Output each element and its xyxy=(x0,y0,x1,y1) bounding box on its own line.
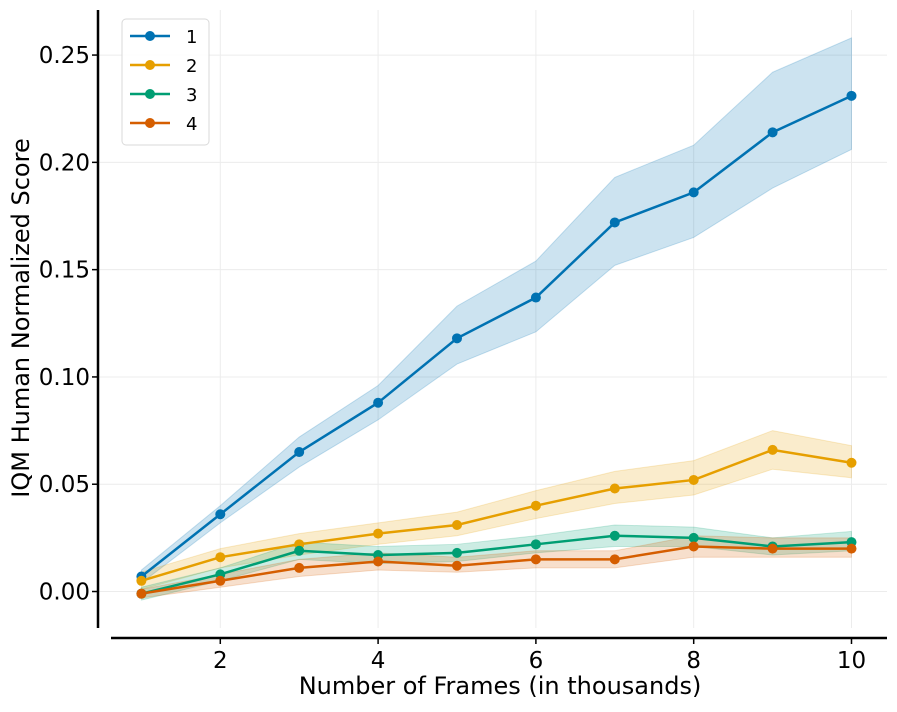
axes xyxy=(92,10,887,644)
point-series-1 xyxy=(767,127,778,138)
series-points xyxy=(136,90,857,599)
point-series-4 xyxy=(609,554,620,565)
legend-item-4: 4 xyxy=(130,114,197,135)
x-tick-label: 4 xyxy=(371,648,386,674)
point-series-1 xyxy=(215,509,226,520)
y-tick-label: 0.05 xyxy=(39,472,90,498)
y-tick-label: 0.20 xyxy=(39,150,90,176)
point-series-1 xyxy=(688,187,699,198)
y-tick-label: 0.15 xyxy=(39,258,90,284)
legend-marker xyxy=(145,118,155,128)
legend-item-2: 2 xyxy=(130,56,197,77)
point-series-2 xyxy=(136,575,147,586)
point-series-1 xyxy=(373,397,384,408)
point-series-1 xyxy=(609,217,620,228)
legend-label: 1 xyxy=(186,27,197,48)
point-series-2 xyxy=(767,444,778,455)
legend-label: 2 xyxy=(186,56,197,77)
series-lines xyxy=(140,94,853,595)
x-axis-label: Number of Frames (in thousands) xyxy=(299,672,702,700)
point-series-3 xyxy=(294,545,305,556)
y-axis-label: IQM Human Normalized Score xyxy=(7,138,35,497)
tick-labels: 2 4 6 8 10 0.00 0.05 0.10 0.15 0.20 0.25 xyxy=(39,43,866,674)
band-series-1 xyxy=(140,37,852,584)
line-series-3 xyxy=(141,534,852,595)
legend-box xyxy=(121,18,210,146)
line-series-4 xyxy=(141,545,852,595)
legend-label: 3 xyxy=(186,85,197,106)
point-series-2 xyxy=(215,552,226,563)
legend-item-3: 3 xyxy=(130,85,197,106)
legend-marker xyxy=(145,89,155,99)
point-series-4 xyxy=(136,588,147,599)
point-series-3 xyxy=(609,530,620,541)
point-series-2 xyxy=(451,520,462,530)
point-series-4 xyxy=(846,543,857,554)
point-series-1 xyxy=(451,333,462,344)
legend-item-1: 1 xyxy=(130,27,197,48)
legend: 1 2 3 4 xyxy=(121,18,210,146)
x-tick-label: 10 xyxy=(837,648,866,674)
point-series-2 xyxy=(530,500,541,511)
line-series-2 xyxy=(141,448,852,582)
point-series-2 xyxy=(373,528,384,539)
point-series-4 xyxy=(373,556,384,567)
x-tick-label: 6 xyxy=(529,648,544,674)
point-series-4 xyxy=(294,562,305,573)
y-tick-label: 0.10 xyxy=(39,365,90,391)
legend-marker xyxy=(145,60,155,70)
x-tick-label: 8 xyxy=(686,648,701,674)
x-tick-label: 2 xyxy=(213,648,228,674)
point-series-4 xyxy=(530,554,541,565)
point-series-2 xyxy=(688,474,699,485)
point-series-4 xyxy=(451,560,462,571)
point-series-1 xyxy=(530,292,541,303)
point-series-2 xyxy=(609,483,620,494)
point-series-1 xyxy=(846,90,857,101)
y-tick-label: 0.00 xyxy=(39,580,90,606)
point-series-2 xyxy=(846,457,857,468)
y-tick-label: 0.25 xyxy=(39,43,90,69)
point-series-1 xyxy=(294,447,305,458)
legend-marker xyxy=(145,31,155,41)
line-series-1 xyxy=(140,94,853,578)
point-series-4 xyxy=(688,541,699,552)
point-series-4 xyxy=(215,575,226,586)
confidence-bands xyxy=(140,37,852,601)
legend-label: 4 xyxy=(186,114,197,135)
grid xyxy=(98,10,887,628)
point-series-3 xyxy=(688,532,699,543)
point-series-4 xyxy=(767,543,778,554)
point-series-3 xyxy=(530,539,541,550)
point-series-3 xyxy=(451,547,462,558)
